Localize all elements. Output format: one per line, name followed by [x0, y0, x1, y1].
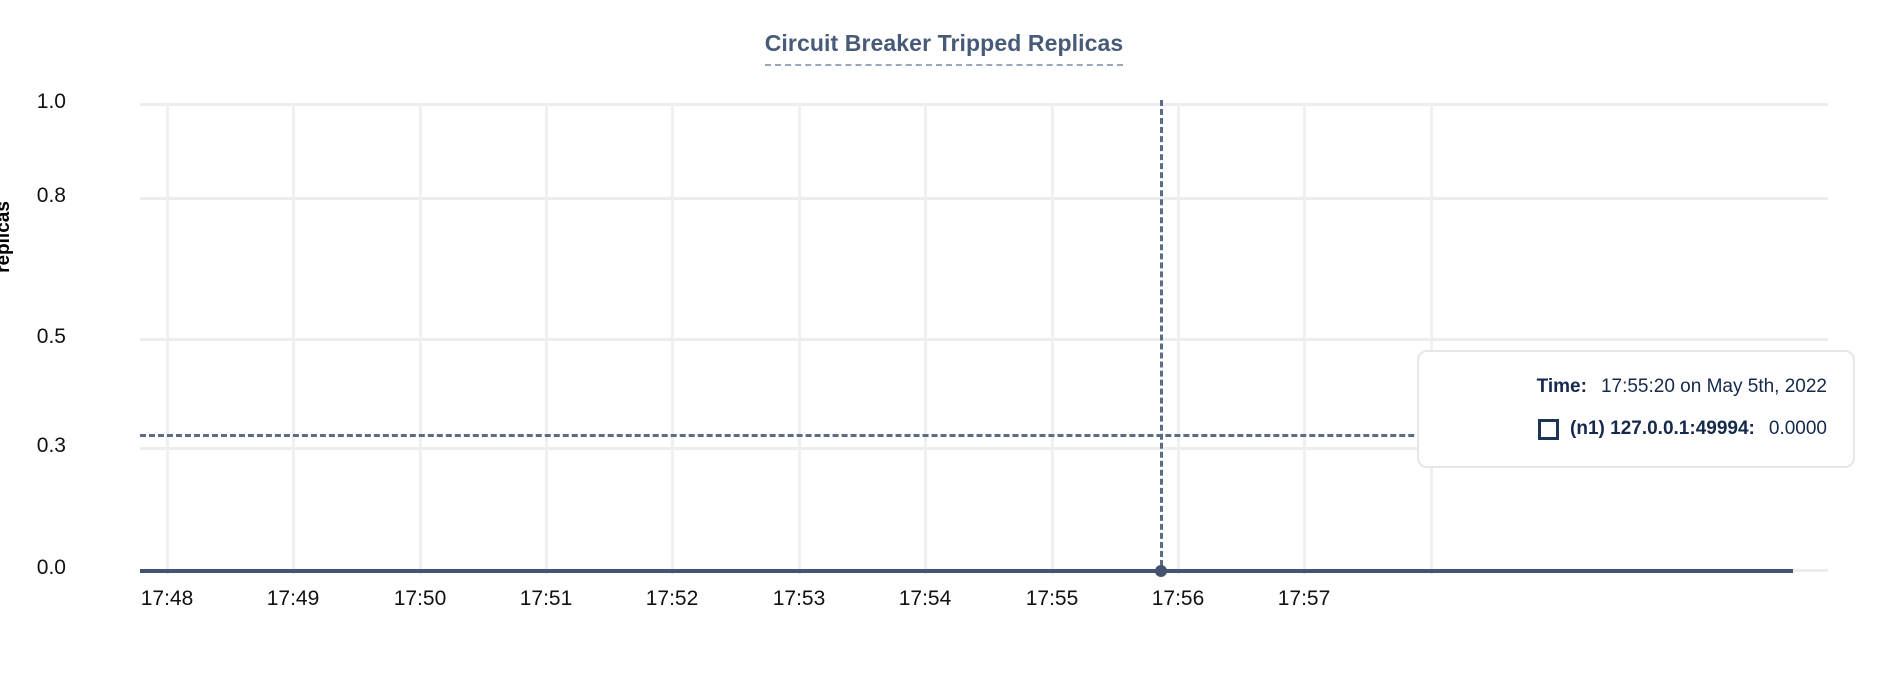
x-tick-label: 17:57 [1277, 587, 1331, 610]
x-tick-label: 17:49 [266, 587, 320, 610]
y-tick-label: 0.5 [36, 325, 66, 348]
gridline-vertical [671, 103, 674, 575]
x-tick-label: 17:48 [140, 587, 194, 610]
x-tick-label: 17:52 [645, 587, 699, 610]
chart-title-text: Circuit Breaker Tripped Replicas [764, 30, 1124, 66]
tooltip: Time: 17:55:20 on May 5th, 2022 (n1) 127… [1417, 350, 1855, 468]
x-tick-label: 17:51 [519, 587, 573, 610]
gridline-vertical [292, 103, 295, 575]
gridline-vertical [1303, 103, 1306, 575]
tooltip-time-label: Time: [1536, 376, 1587, 397]
tooltip-time-value: 17:55:20 on May 5th, 2022 [1600, 376, 1827, 397]
tooltip-series-row: (n1) 127.0.0.1:49994: 0.0000 [1445, 418, 1827, 440]
x-tick-label: 17:50 [393, 587, 447, 610]
tooltip-series-value: 0.0000 [1768, 418, 1827, 439]
square-outline-icon [1538, 418, 1560, 440]
threshold-line [140, 434, 1828, 437]
x-tick-label: 17:55 [1025, 587, 1079, 610]
gridline-vertical [545, 103, 548, 575]
tooltip-series-name: (n1) 127.0.0.1:49994: [1570, 418, 1755, 439]
y-axis-title: replicas [0, 201, 14, 273]
gridline-vertical [1051, 103, 1054, 575]
y-tick-label: 1.0 [36, 90, 66, 113]
y-tick-label: 0.3 [36, 434, 66, 457]
y-tick-label: 0.8 [36, 184, 66, 207]
gridline-vertical [1177, 103, 1180, 575]
gridline-horizontal [140, 447, 1828, 450]
gridline-horizontal [140, 197, 1828, 200]
gridline-vertical [1430, 103, 1433, 575]
gridline-vertical [166, 103, 169, 575]
cursor-line [1160, 100, 1163, 575]
gridline-horizontal [140, 338, 1828, 341]
highlighted-data-point[interactable] [1155, 565, 1167, 577]
plot-area[interactable]: 1.0 0.8 0.5 0.3 0.0 17:48 17:49 17:50 17… [37, 90, 1828, 610]
x-tick-label: 17:56 [1151, 587, 1205, 610]
x-tick-label: 17:53 [772, 587, 826, 610]
gridline-vertical [798, 103, 801, 575]
chart-title: Circuit Breaker Tripped Replicas [0, 30, 1888, 66]
gridline-horizontal [140, 103, 1828, 106]
tooltip-time-row: Time: 17:55:20 on May 5th, 2022 [1445, 376, 1827, 398]
gridline-vertical [924, 103, 927, 575]
x-tick-label: 17:54 [898, 587, 952, 610]
gridline-vertical [419, 103, 422, 575]
y-tick-label: 0.0 [36, 556, 66, 579]
series-line [140, 569, 1793, 573]
